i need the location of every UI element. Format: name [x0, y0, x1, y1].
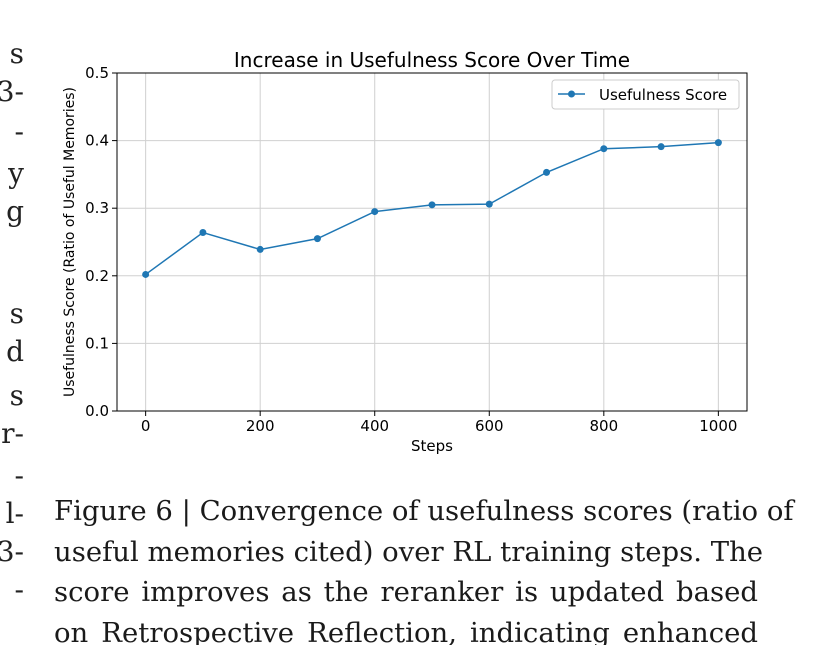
y-axis-label: Usefulness Score (Ratio of Useful Memori…: [62, 87, 78, 397]
y-tick-label: 0.5: [85, 64, 109, 82]
left-column-fragment: d: [6, 335, 24, 368]
legend-box: [551, 79, 740, 110]
caption-line: useful memories cited) over RL training …: [54, 535, 764, 568]
data-point: [600, 145, 608, 153]
left-column-fragment: g: [6, 195, 24, 228]
x-tick-label: 800: [589, 417, 618, 435]
series-layer: [142, 139, 722, 278]
y-tick-label: 0.0: [85, 402, 109, 420]
legend-label: Usefulness Score: [599, 86, 727, 104]
x-axis-label: Steps: [411, 437, 453, 455]
caption-line: score improves as the reranker is update…: [54, 576, 758, 608]
line-chart: 0 200 400 600 800 1000 0.0 0.1 0.2 0.3 0.4 0.5 Incr…: [62, 48, 748, 455]
left-column-fragment: r-: [1, 417, 24, 450]
data-point: [199, 229, 207, 237]
data-point: [256, 245, 264, 253]
data-point: [657, 143, 665, 151]
data-point: [371, 208, 379, 216]
plot-frame: [116, 72, 748, 412]
axis-ticks: 0 200 400 600 800 1000 0.0 0.1 0.2 0.3 0.4 0.5: [85, 64, 737, 435]
grid-lines: [117, 72, 747, 412]
left-column-fragment: 3-: [0, 535, 24, 568]
legend: Usefulness Score: [551, 79, 740, 110]
x-tick-label: 1000: [699, 417, 737, 435]
left-column-fragment: s: [9, 379, 24, 412]
y-tick-label: 0.1: [85, 334, 109, 352]
figure-caption: Figure 6 | Convergence of usefulness sco…: [54, 491, 794, 645]
left-column-fragment: l-: [5, 497, 24, 530]
left-column-fragment: 3-: [0, 75, 24, 108]
y-tick-label: 0.4: [85, 132, 109, 150]
left-column-fragment: s: [9, 297, 24, 330]
data-point: [485, 200, 493, 208]
y-tick-label: 0.2: [85, 267, 109, 285]
data-point: [142, 270, 150, 278]
x-tick-label: 0: [141, 417, 151, 435]
left-column-fragment: s: [9, 37, 24, 70]
chart-title: Increase in Usefulness Score Over Time: [234, 48, 630, 72]
left-column-fragment: y: [8, 157, 24, 190]
x-tick-label: 400: [360, 417, 389, 435]
data-point: [543, 168, 551, 176]
y-tick-label: 0.3: [85, 199, 109, 217]
left-column-fragment: -: [14, 573, 24, 606]
data-point: [714, 139, 722, 147]
x-tick-label: 200: [246, 417, 275, 435]
legend-point-marker: [568, 90, 575, 98]
caption-line: Figure 6 | Convergence of usefulness sco…: [54, 495, 794, 527]
caption-line: on Retrospective Reflection, indicating …: [54, 616, 758, 645]
left-column-fragment: -: [14, 115, 24, 148]
x-tick-label: 600: [475, 417, 504, 435]
data-point: [428, 201, 436, 209]
left-column-fragment: -: [14, 459, 24, 492]
data-point: [313, 235, 321, 243]
